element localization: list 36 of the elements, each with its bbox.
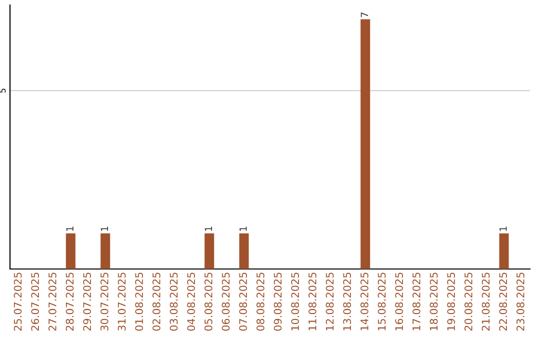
x-tick-label: 30.07.2025 — [100, 272, 108, 331]
data-label: 7 — [360, 12, 368, 18]
x-tick-label: 26.07.2025 — [31, 272, 40, 331]
data-label: 1 — [100, 226, 108, 231]
x-tick-label: 01.08.2025 — [135, 272, 144, 331]
x-tick-label: 20.08.2025 — [464, 272, 472, 331]
data-label: 1 — [500, 226, 507, 231]
x-tick-label: 28.07.2025 — [66, 272, 74, 331]
data-label: 1 — [66, 226, 74, 231]
x-tick-label: 17.08.2025 — [412, 272, 420, 330]
x-tick-label: 22.08.2025 — [499, 272, 508, 331]
x-tick-label: 06.08.2025 — [222, 272, 230, 331]
x-tick-label: 07.08.2025 — [239, 272, 248, 331]
x-tick-label: 15.08.2025 — [378, 272, 386, 330]
data-label: 1 — [240, 226, 247, 231]
x-tick-label: 31.07.2025 — [118, 272, 126, 331]
x-tick-label: 09.08.2025 — [274, 272, 282, 331]
x-tick-label: 29.07.2025 — [83, 272, 92, 331]
x-tick-label: 21.08.2025 — [482, 272, 490, 331]
x-tick-label: 14.08.2025 — [360, 272, 368, 330]
x-tick-label: 23.08.2025 — [516, 272, 524, 331]
x-tick-label: 27.07.2025 — [48, 272, 56, 331]
x-tick-label: 18.08.2025 — [430, 272, 438, 330]
x-tick-label: 25.07.2025 — [14, 272, 22, 331]
x-tick-label: 11.08.2025 — [308, 272, 316, 330]
x-tick-label: 19.08.2025 — [447, 272, 456, 330]
x-tick-label: 13.08.2025 — [343, 272, 352, 330]
data-label: 1 — [204, 226, 212, 231]
x-tick-label: 04.08.2025 — [187, 272, 196, 331]
x-tick-label: 12.08.2025 — [326, 272, 334, 330]
x-tick-label: 03.08.2025 — [170, 272, 178, 331]
x-tick-label: 16.08.2025 — [395, 272, 404, 330]
x-tick-label: 08.08.2025 — [256, 272, 264, 331]
x-tick-label: 05.08.2025 — [204, 272, 212, 331]
x-tick-label: 10.08.2025 — [291, 272, 300, 330]
x-tick-label: 02.08.2025 — [152, 272, 160, 331]
